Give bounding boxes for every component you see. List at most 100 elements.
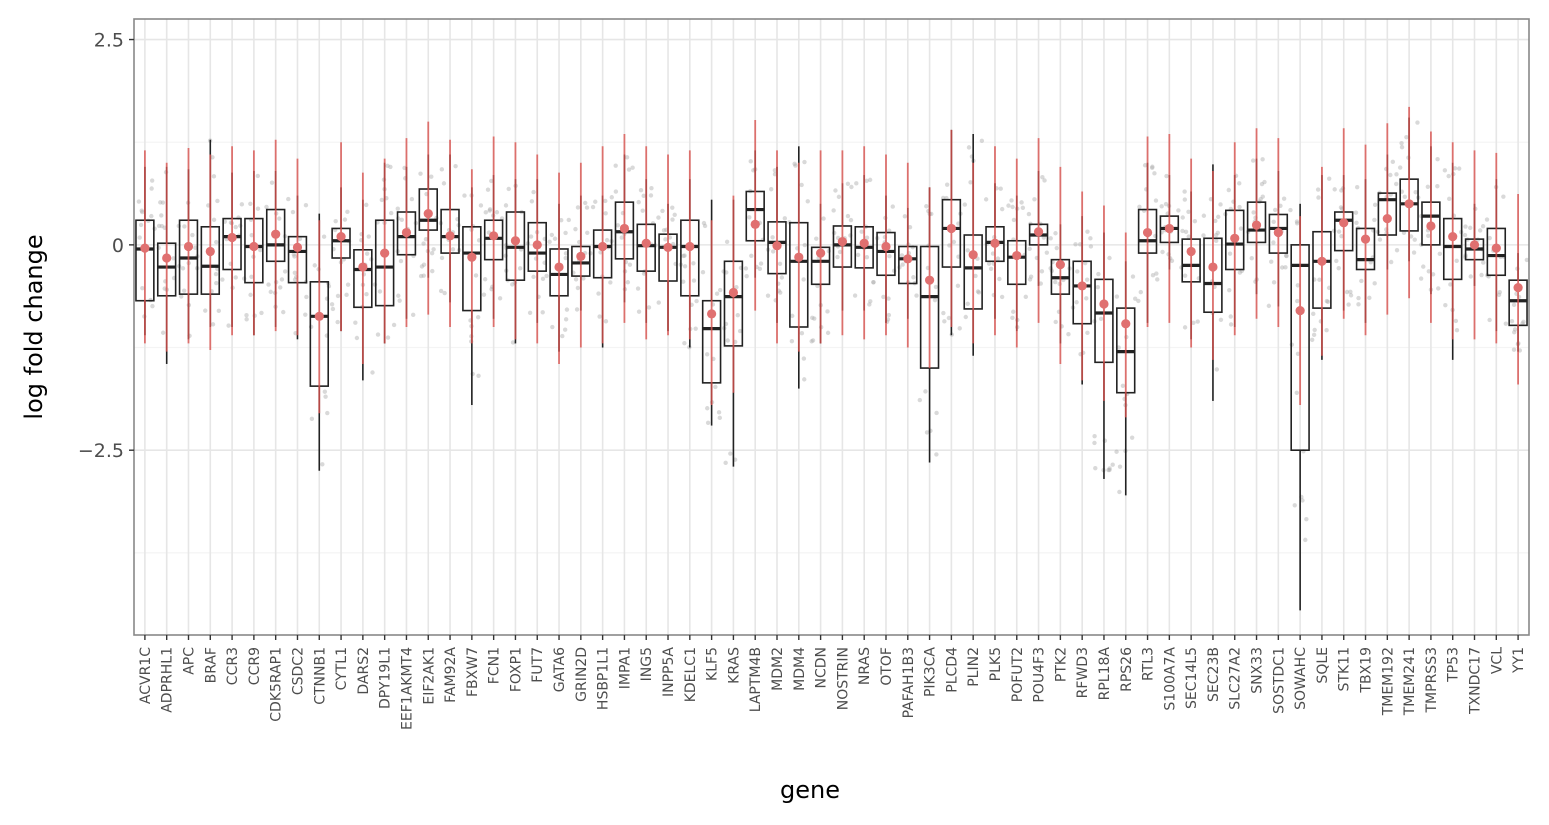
data-point bbox=[1435, 157, 1440, 162]
data-point bbox=[1394, 248, 1400, 253]
mean-point bbox=[1448, 232, 1458, 242]
mean-point bbox=[1426, 221, 1436, 231]
data-point bbox=[259, 310, 264, 316]
data-point bbox=[1159, 204, 1164, 209]
data-point bbox=[1295, 351, 1301, 357]
data-point bbox=[1238, 226, 1244, 231]
data-point bbox=[531, 189, 536, 195]
data-point bbox=[379, 197, 385, 203]
data-point bbox=[1186, 234, 1191, 239]
data-point bbox=[282, 269, 288, 274]
data-point bbox=[450, 247, 456, 252]
data-point bbox=[636, 309, 642, 314]
data-point bbox=[323, 394, 328, 399]
mean-point bbox=[401, 227, 412, 238]
data-point bbox=[429, 174, 434, 179]
data-point bbox=[292, 270, 298, 275]
x-tick-label: HSBP1L1 bbox=[596, 647, 612, 710]
data-point bbox=[914, 293, 919, 298]
data-point bbox=[497, 296, 503, 301]
data-point bbox=[211, 174, 217, 179]
data-point bbox=[728, 451, 733, 456]
data-point bbox=[619, 235, 624, 240]
data-point bbox=[1228, 314, 1233, 319]
data-point bbox=[1348, 293, 1354, 298]
x-tick-label: PAFAH1B3 bbox=[901, 647, 917, 718]
data-point bbox=[825, 309, 830, 314]
y-tick-label: −2.5 bbox=[78, 440, 124, 462]
data-point bbox=[1484, 217, 1490, 222]
data-point bbox=[737, 328, 743, 334]
data-point bbox=[1356, 302, 1361, 307]
data-point bbox=[986, 261, 992, 266]
data-point bbox=[1294, 221, 1300, 226]
data-point bbox=[1227, 287, 1232, 293]
x-tick-label: KRAS bbox=[726, 647, 742, 684]
data-point bbox=[630, 165, 635, 170]
data-point bbox=[1044, 250, 1050, 255]
x-tick-label: PLK5 bbox=[988, 647, 1004, 681]
data-point bbox=[1447, 196, 1452, 202]
data-point bbox=[1394, 181, 1399, 187]
y-tick-label: 2.5 bbox=[94, 30, 124, 52]
data-point bbox=[266, 282, 271, 287]
mean-point bbox=[1142, 227, 1153, 238]
data-point bbox=[1271, 240, 1276, 245]
x-tick-label: SOSTDC1 bbox=[1271, 647, 1287, 714]
data-point bbox=[1213, 232, 1219, 238]
data-point bbox=[1316, 195, 1321, 200]
data-point bbox=[859, 229, 864, 234]
data-point bbox=[309, 416, 315, 422]
data-point bbox=[1446, 173, 1451, 179]
data-point bbox=[1110, 462, 1115, 467]
data-point bbox=[1512, 330, 1517, 335]
data-point bbox=[1367, 295, 1372, 301]
data-point bbox=[1487, 317, 1492, 323]
data-point bbox=[1201, 233, 1206, 238]
data-point bbox=[867, 302, 872, 307]
data-point bbox=[1160, 249, 1165, 255]
x-tick-label: SOWAHC bbox=[1293, 647, 1309, 710]
data-point bbox=[1084, 296, 1089, 301]
data-point bbox=[831, 208, 836, 213]
data-point bbox=[278, 285, 283, 290]
x-tick-label: POU4F3 bbox=[1032, 647, 1048, 703]
data-point bbox=[1480, 224, 1486, 229]
data-point bbox=[366, 234, 371, 239]
mean-point bbox=[881, 241, 891, 252]
x-tick-label: NOSTRIN bbox=[835, 647, 851, 710]
mean-point bbox=[1208, 262, 1218, 272]
data-point bbox=[609, 195, 614, 200]
data-point bbox=[1164, 173, 1169, 179]
data-point bbox=[902, 214, 908, 219]
data-point bbox=[585, 230, 590, 235]
mean-point bbox=[1273, 227, 1283, 238]
data-point bbox=[1120, 383, 1126, 388]
data-point bbox=[814, 236, 819, 241]
x-tick-label: SNX33 bbox=[1250, 647, 1266, 694]
data-point bbox=[1129, 435, 1135, 440]
x-tick-label: ACVR1C bbox=[138, 647, 154, 704]
data-point bbox=[1098, 316, 1104, 322]
data-point bbox=[979, 138, 985, 144]
data-point bbox=[792, 161, 797, 166]
data-point bbox=[1106, 467, 1111, 473]
data-point bbox=[517, 266, 523, 271]
data-point bbox=[540, 310, 545, 315]
x-tick-label: OTOF bbox=[879, 647, 895, 686]
data-point bbox=[836, 194, 842, 200]
data-point bbox=[641, 193, 646, 199]
data-point bbox=[1327, 176, 1332, 181]
data-point bbox=[489, 178, 494, 184]
data-point bbox=[900, 262, 905, 267]
data-point bbox=[1402, 194, 1408, 200]
data-point bbox=[1227, 251, 1233, 256]
mean-point bbox=[183, 241, 194, 252]
mean-point bbox=[728, 287, 739, 298]
data-point bbox=[1038, 281, 1043, 286]
data-point bbox=[854, 181, 859, 186]
data-point bbox=[1435, 184, 1440, 189]
data-point bbox=[1511, 302, 1517, 308]
data-point bbox=[890, 204, 895, 209]
data-point bbox=[573, 226, 578, 232]
